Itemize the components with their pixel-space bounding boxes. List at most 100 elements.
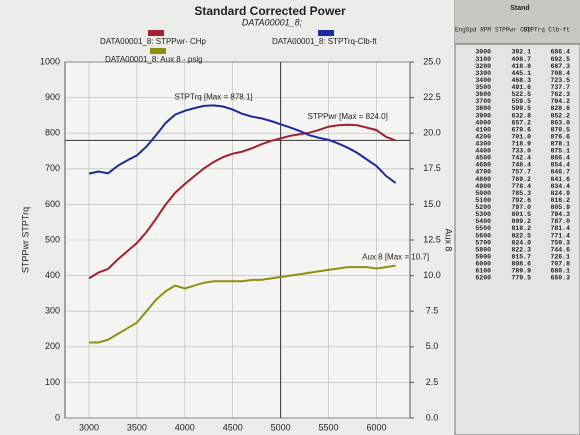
table-cell: 805.9 bbox=[550, 204, 570, 211]
table-cell: 878.1 bbox=[550, 140, 570, 147]
table-cell: 522.5 bbox=[511, 91, 531, 98]
table-cell: 5600 bbox=[475, 232, 491, 239]
series-line bbox=[88, 123, 396, 280]
table-title: Stand bbox=[510, 5, 529, 12]
series-line bbox=[88, 104, 397, 184]
table-cell: 828.6 bbox=[550, 105, 570, 112]
table-cell: 3400 bbox=[475, 77, 491, 84]
table-cell: 4600 bbox=[475, 162, 491, 169]
table-cell: 3200 bbox=[475, 63, 491, 70]
y2-tick-label: 20.0 bbox=[423, 128, 441, 138]
table-cell: 692.5 bbox=[550, 56, 570, 63]
y-tick-label: 200 bbox=[45, 341, 60, 351]
table-cell: 4900 bbox=[475, 183, 491, 190]
table-cell: 815.7 bbox=[511, 253, 531, 260]
table-cell: 781.4 bbox=[550, 225, 570, 232]
column-header: STPPwr CHp bbox=[495, 27, 531, 34]
table-cell: 418.8 bbox=[511, 63, 531, 70]
y-tick-label: 0 bbox=[55, 412, 60, 422]
y-tick-label: 100 bbox=[45, 377, 60, 387]
table-cell: 854.4 bbox=[550, 162, 570, 169]
table-cell: 779.5 bbox=[511, 275, 531, 282]
table-cell: 744.6 bbox=[550, 246, 570, 253]
y2-tick-label: 7.5 bbox=[426, 306, 439, 316]
y-axis-label: STPPwr STPTrq bbox=[20, 207, 30, 273]
chart-subtitle: DATA00001_8; bbox=[242, 17, 303, 27]
table-cell: 4200 bbox=[475, 133, 491, 140]
table-cell: 660.3 bbox=[550, 275, 570, 282]
y-tick-label: 600 bbox=[45, 199, 60, 209]
table-cell: 863.0 bbox=[550, 119, 570, 126]
table-cell: 701.0 bbox=[511, 133, 531, 140]
legend-swatch bbox=[148, 30, 164, 36]
table-cell: 808.6 bbox=[511, 261, 531, 268]
y2-tick-label: 0.0 bbox=[426, 412, 439, 422]
table-cell: 866.4 bbox=[550, 155, 570, 162]
table-cell: 5300 bbox=[475, 211, 491, 218]
table-cell: 686.4 bbox=[550, 49, 570, 56]
table-header-bg bbox=[455, 0, 580, 44]
x-tick-label: 4500 bbox=[223, 422, 243, 432]
table-cell: 708.4 bbox=[550, 70, 570, 77]
table-cell: 3600 bbox=[475, 91, 491, 98]
y-tick-label: 1000 bbox=[40, 56, 60, 66]
column-header: STPTrq Clb-ft bbox=[523, 27, 570, 34]
table-cell: 759.3 bbox=[550, 239, 570, 246]
table-cell: 6100 bbox=[475, 268, 491, 275]
table-cell: 491.6 bbox=[511, 84, 531, 91]
table-cell: 4400 bbox=[475, 148, 491, 155]
table-cell: 5000 bbox=[475, 190, 491, 197]
table-cell: 707.8 bbox=[550, 261, 570, 268]
table-cell: 679.6 bbox=[511, 126, 531, 133]
y2-tick-label: 5.0 bbox=[426, 341, 439, 351]
table-cell: 809.2 bbox=[511, 218, 531, 225]
table-cell: 816.2 bbox=[550, 197, 570, 204]
max-annotation: Aux 8 [Max = 10.7] bbox=[362, 253, 429, 262]
series-line bbox=[89, 264, 396, 344]
table-cell: 742.4 bbox=[511, 155, 531, 162]
table-cell: 6000 bbox=[475, 261, 491, 268]
legend-swatch bbox=[150, 48, 166, 54]
table-cell: 657.2 bbox=[511, 119, 531, 126]
max-annotation: STPTrq [Max = 878.1] bbox=[174, 93, 252, 102]
y2-tick-label: 10.0 bbox=[423, 270, 441, 280]
y-tick-label: 400 bbox=[45, 270, 60, 280]
legend-label: DATA00001_8: STPTrq-Clb-ft bbox=[272, 37, 378, 46]
table-cell: 762.3 bbox=[550, 91, 570, 98]
table-cell: 559.5 bbox=[511, 98, 531, 105]
table-cell: 3300 bbox=[475, 70, 491, 77]
table-cell: 785.3 bbox=[511, 190, 531, 197]
table-cell: 3000 bbox=[475, 49, 491, 56]
table-cell: 4500 bbox=[475, 155, 491, 162]
y2-tick-label: 12.5 bbox=[423, 234, 441, 244]
table-cell: 632.8 bbox=[511, 112, 531, 119]
table-cell: 5500 bbox=[475, 225, 491, 232]
table-cell: 737.7 bbox=[550, 84, 570, 91]
table-cell: 445.1 bbox=[511, 70, 531, 77]
table-cell: 5200 bbox=[475, 204, 491, 211]
table-cell: 5700 bbox=[475, 239, 491, 246]
max-annotation: STPPwr [Max = 824.0] bbox=[308, 112, 388, 121]
column-header: EngSpd RPM bbox=[455, 27, 491, 34]
table-cell: 723.5 bbox=[550, 77, 570, 84]
table-cell: 4000 bbox=[475, 119, 491, 126]
table-cell: 801.5 bbox=[511, 211, 531, 218]
legend-label: DATA00001_8: STPPwr- CHp bbox=[100, 37, 207, 46]
table-cell: 599.5 bbox=[511, 105, 531, 112]
table-cell: 5900 bbox=[475, 253, 491, 260]
table-cell: 5400 bbox=[475, 218, 491, 225]
y2-axis-label: Aux 8 bbox=[444, 228, 454, 251]
table-cell: 778.4 bbox=[511, 183, 531, 190]
legend-label: DATA00001_8: Aux 8 - psig bbox=[105, 55, 203, 64]
table-cell: 5800 bbox=[475, 246, 491, 253]
table-cell: 748.4 bbox=[511, 162, 531, 169]
table-cell: 687.3 bbox=[550, 63, 570, 70]
table-cell: 680.1 bbox=[550, 268, 570, 275]
y-tick-label: 800 bbox=[45, 128, 60, 138]
table-cell: 3800 bbox=[475, 105, 491, 112]
table-cell: 408.7 bbox=[511, 56, 531, 63]
table-cell: 797.0 bbox=[511, 204, 531, 211]
table-cell: 3500 bbox=[475, 84, 491, 91]
y2-tick-label: 2.5 bbox=[426, 377, 439, 387]
